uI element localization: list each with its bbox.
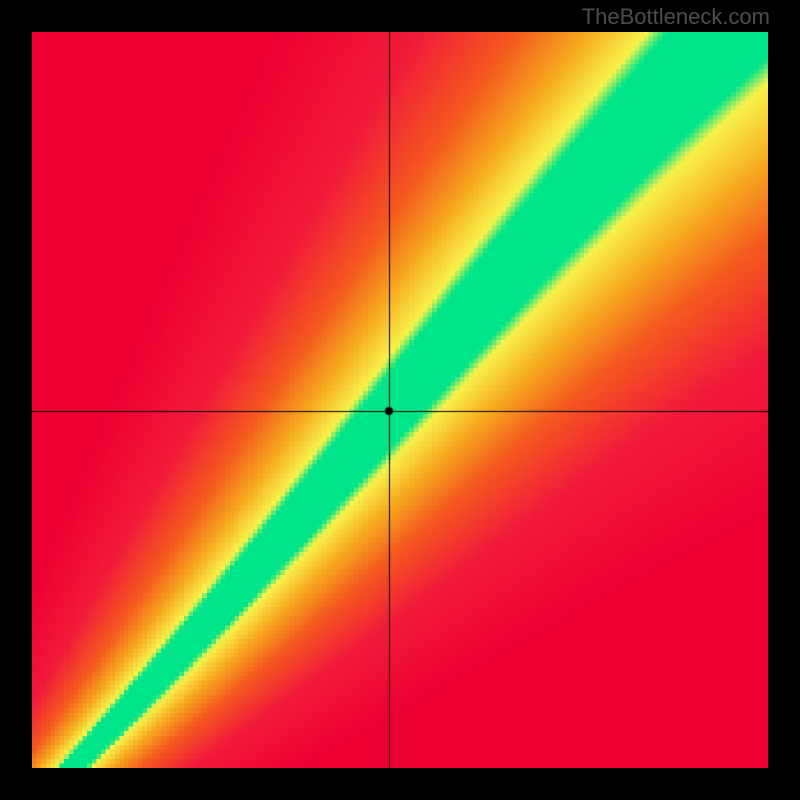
watermark-text: TheBottleneck.com: [582, 4, 770, 30]
crosshair-overlay: [32, 32, 768, 768]
chart-container: TheBottleneck.com: [0, 0, 800, 800]
